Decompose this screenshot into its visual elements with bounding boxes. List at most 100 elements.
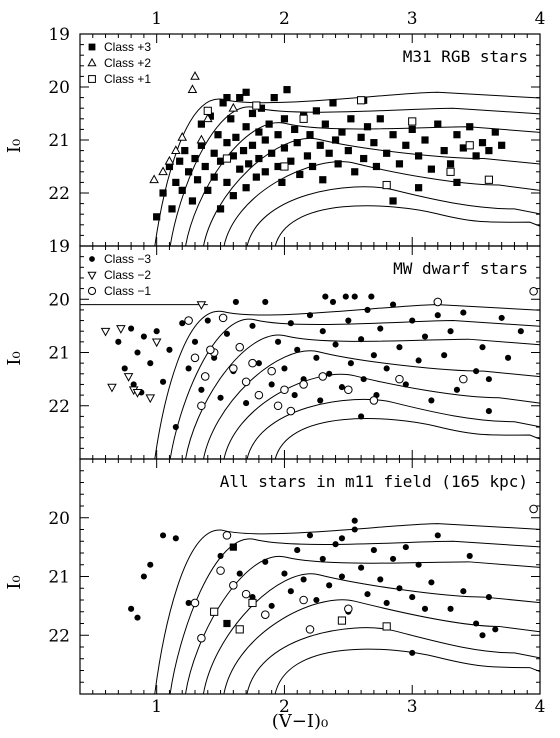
y-axis-label: I₀	[4, 575, 25, 589]
data-point	[273, 401, 283, 411]
data-point	[299, 595, 308, 605]
data-point	[312, 107, 320, 115]
data-point	[249, 594, 256, 601]
isochrone-curves	[154, 523, 540, 694]
data-point	[441, 352, 448, 359]
data-point	[319, 555, 326, 562]
data-point	[128, 325, 135, 332]
data-point	[305, 625, 315, 634]
data-point	[176, 157, 184, 165]
data-point	[360, 376, 367, 383]
data-point	[185, 365, 192, 372]
data-point	[334, 160, 342, 168]
data-point	[255, 128, 263, 136]
data-point	[296, 170, 304, 179]
data-point	[218, 313, 228, 323]
data-point	[344, 147, 352, 155]
data-point	[190, 353, 200, 363]
data-point	[303, 152, 312, 160]
legend-label: Class +3	[104, 40, 151, 54]
data-point	[216, 157, 225, 165]
data-point	[434, 532, 441, 539]
data-point	[299, 114, 308, 123]
data-point	[223, 619, 231, 628]
data-point	[326, 582, 333, 589]
data-point	[396, 585, 403, 592]
data-point	[347, 360, 354, 367]
data-point	[446, 160, 455, 168]
data-point	[453, 131, 461, 139]
data-point	[498, 141, 506, 149]
series	[115, 293, 524, 431]
y-tick-label: 21	[48, 568, 70, 588]
data-point	[166, 346, 173, 353]
isochrone-curve	[203, 573, 540, 694]
data-point	[248, 358, 257, 368]
isochrone-curve	[223, 599, 540, 694]
data-point	[172, 535, 179, 542]
data-point	[196, 134, 207, 144]
data-point	[153, 328, 160, 335]
data-point	[268, 381, 275, 388]
data-point	[434, 120, 442, 128]
data-point	[329, 99, 337, 107]
data-point	[185, 168, 193, 176]
data-point	[245, 160, 253, 168]
data-point	[248, 598, 257, 608]
data-point	[229, 581, 238, 590]
y-tick-label: 19	[48, 25, 70, 45]
data-point	[216, 566, 225, 575]
data-point	[248, 141, 257, 149]
data-point	[446, 167, 455, 176]
x-tick-label-bottom: 3	[407, 697, 418, 717]
x-axis-label: (V−I)₀	[272, 711, 328, 732]
x-tick-label-bottom: 1	[151, 697, 162, 717]
y-tick-label: 22	[48, 626, 70, 646]
panel-2: 19 20 21 22 I₀ MW dwarf stars Class −3 Class −2…	[4, 237, 541, 460]
data-point	[191, 154, 199, 163]
data-point	[210, 607, 219, 616]
data-point	[300, 576, 307, 583]
data-point	[223, 139, 231, 147]
data-point	[217, 394, 224, 401]
data-point	[529, 286, 538, 296]
data-point	[270, 94, 278, 102]
data-point	[249, 322, 256, 329]
data-point	[427, 165, 435, 173]
data-point	[389, 555, 397, 562]
legend-marker	[88, 43, 96, 51]
top-axis: 1 2 3 4	[151, 9, 545, 29]
data-point	[318, 372, 328, 381]
data-point	[306, 532, 314, 539]
data-point	[370, 139, 378, 147]
data-point	[223, 178, 231, 186]
data-point	[498, 314, 505, 321]
series	[100, 301, 207, 404]
data-point	[254, 390, 264, 400]
data-point	[239, 147, 248, 155]
data-point	[306, 131, 314, 139]
data-point	[351, 517, 358, 524]
data-point	[267, 366, 276, 376]
panel-title: All stars in m11 field (165 kpc)	[220, 472, 528, 491]
data-point	[389, 131, 397, 139]
data-point	[185, 599, 192, 606]
data-point	[242, 88, 250, 96]
data-point	[229, 543, 237, 551]
x-tick-label-top: 4	[535, 9, 546, 29]
y-tick-labels: 19 20 21 22	[48, 237, 70, 417]
isochrone-curves	[80, 304, 540, 459]
data-point	[188, 197, 197, 205]
data-point	[357, 96, 366, 105]
isochrone-curve	[274, 648, 540, 694]
data-point	[396, 344, 403, 351]
data-point	[306, 312, 314, 319]
data-point	[280, 144, 289, 152]
data-point	[338, 535, 346, 542]
data-point	[293, 139, 301, 147]
x-tick-label-bottom: 2	[279, 697, 290, 717]
data-point	[434, 312, 441, 319]
y-axis-label: I₀	[4, 351, 25, 365]
data-point	[342, 293, 349, 300]
data-point	[149, 174, 159, 184]
